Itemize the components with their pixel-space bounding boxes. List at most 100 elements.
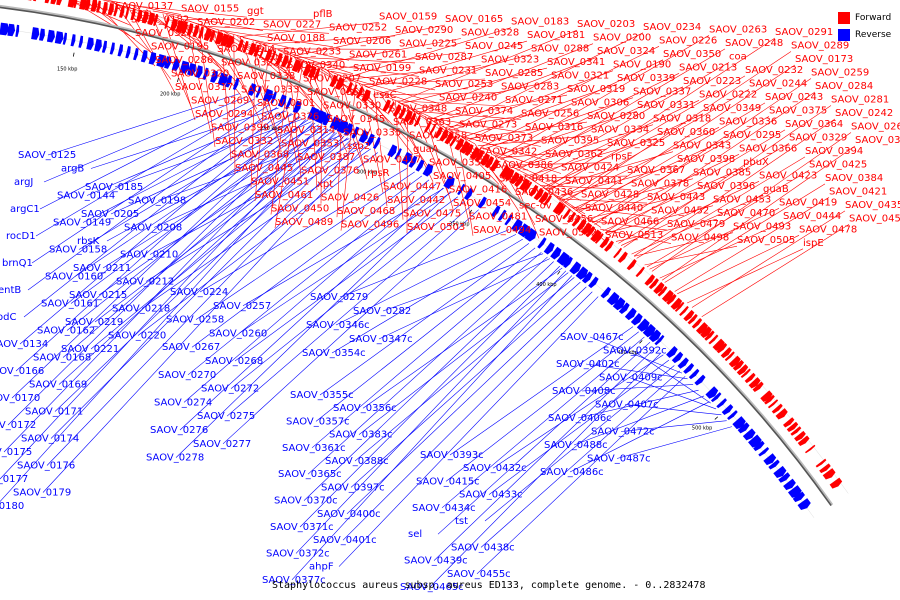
reverse-gene-label: SAOV_0166 xyxy=(0,366,44,377)
reverse-callout-line xyxy=(354,277,575,462)
forward-callout-line xyxy=(664,183,826,283)
forward-gene xyxy=(594,233,604,244)
reverse-callout-line xyxy=(628,377,717,410)
forward-gene-label: SAOV_0182 xyxy=(131,15,189,26)
forward-gene xyxy=(356,86,364,99)
reverse-gene xyxy=(133,47,139,61)
forward-gene xyxy=(724,351,735,362)
forward-callout-line xyxy=(623,105,832,248)
reverse-gene-label: SAOV_0221 xyxy=(61,344,119,355)
forward-gene xyxy=(164,16,170,29)
forward-gene xyxy=(760,390,773,403)
forward-gene-label: SAOV_0289 xyxy=(791,41,849,52)
reverse-gene xyxy=(562,256,573,269)
reverse-gene xyxy=(648,329,662,343)
reverse-gene xyxy=(336,119,349,134)
reverse-callout-line xyxy=(315,247,536,422)
forward-gene-label: SAOV_0314 xyxy=(277,125,335,136)
reverse-gene xyxy=(70,34,76,47)
reverse-gene xyxy=(394,148,402,160)
forward-gene-label: SAOV_0362 xyxy=(545,149,603,160)
reverse-gene xyxy=(101,40,108,53)
forward-gene xyxy=(617,251,628,263)
forward-gene-label: SAOV_0350 xyxy=(663,49,721,60)
forward-gene xyxy=(700,326,712,339)
forward-gene xyxy=(113,4,119,17)
forward-gene-label: SAOV_0395 xyxy=(541,136,599,147)
reverse-gene xyxy=(537,237,547,249)
reverse-gene xyxy=(15,24,20,37)
forward-gene-label: SAOV_0227 xyxy=(263,20,321,31)
forward-callout-line xyxy=(570,206,652,217)
reverse-gene-label: SAOV_0215 xyxy=(69,290,127,301)
reverse-callout-line xyxy=(179,187,444,431)
reverse-gene xyxy=(365,133,375,147)
reverse-callout-line xyxy=(577,389,699,419)
reverse-callout-line xyxy=(429,352,662,588)
forward-callout-line xyxy=(416,111,522,120)
reverse-gene-label: brnQ1 xyxy=(2,258,33,269)
forward-gene xyxy=(387,101,395,114)
forward-callout-line xyxy=(262,35,396,45)
forward-callout-line xyxy=(634,232,734,257)
forward-callout-line xyxy=(343,76,440,104)
forward-callout-line xyxy=(649,208,780,270)
forward-gene-label: SAOV_0436 xyxy=(515,187,573,198)
forward-callout-line xyxy=(564,51,792,203)
forward-callout-line xyxy=(687,248,804,304)
forward-gene-label: SAOV_0456 xyxy=(535,214,593,225)
forward-gene xyxy=(679,305,689,316)
reverse-gene xyxy=(387,144,398,158)
forward-gene-label: SAOV_0447 xyxy=(383,182,441,193)
forward-gene xyxy=(720,347,732,359)
reverse-gene xyxy=(575,266,589,280)
forward-gene xyxy=(613,247,623,259)
forward-gene-label: SAOV_0324 xyxy=(597,46,655,57)
forward-gene-label: SAOV_0375 xyxy=(769,105,827,116)
reverse-callout-line xyxy=(15,116,300,372)
forward-gene xyxy=(209,29,216,43)
reverse-callout-line xyxy=(303,261,554,501)
forward-gene-label: SAOV_0366 xyxy=(739,143,797,154)
reverse-gene-label: SAOV_0406c xyxy=(548,413,612,424)
reverse-gene-label: SAOV_0401c xyxy=(313,535,377,546)
forward-gene xyxy=(604,240,614,252)
forward-gene-label: SAOV_0384 xyxy=(825,173,883,184)
reverse-callout-line xyxy=(153,138,350,228)
forward-callout-line xyxy=(413,109,450,196)
forward-gene xyxy=(580,222,593,235)
reverse-gene-label: SAOV_0488c xyxy=(544,440,608,451)
forward-callout-line xyxy=(270,54,292,215)
forward-callout-line xyxy=(497,148,608,159)
forward-callout-line xyxy=(548,75,746,192)
reverse-gene xyxy=(694,374,706,386)
forward-gene xyxy=(585,225,596,238)
forward-gene xyxy=(626,259,637,271)
forward-callout-line xyxy=(448,32,644,130)
reverse-callout-line xyxy=(488,359,670,495)
forward-gene xyxy=(459,140,471,154)
forward-gene xyxy=(423,120,432,133)
reverse-gene-label: argJ xyxy=(14,177,33,188)
forward-gene-label: SAOV_0505 xyxy=(737,235,795,246)
reverse-gene xyxy=(210,70,218,83)
reverse-callout-line xyxy=(335,234,517,326)
forward-callout-line xyxy=(395,100,506,107)
forward-callout-line xyxy=(559,198,648,204)
forward-gene-label: coa xyxy=(729,51,747,62)
forward-callout-line xyxy=(575,64,796,211)
reverse-callout-line xyxy=(346,286,587,515)
forward-callout-line xyxy=(379,54,532,94)
forward-gene-label: SAOV_0496 xyxy=(341,220,399,231)
forward-gene xyxy=(533,188,544,201)
reverse-gene xyxy=(86,37,94,50)
forward-callout-line xyxy=(233,34,236,175)
forward-callout-line xyxy=(274,59,304,229)
reverse-gene xyxy=(543,241,555,255)
forward-gene xyxy=(716,342,728,354)
forward-callout-line xyxy=(545,151,674,190)
forward-gene-label: SAOV_0286 xyxy=(155,55,213,66)
reverse-gene-label: SAOV_0400c xyxy=(317,509,381,520)
reverse-gene-label: SAOV_0346c xyxy=(306,320,370,331)
forward-callout-line xyxy=(517,48,726,171)
